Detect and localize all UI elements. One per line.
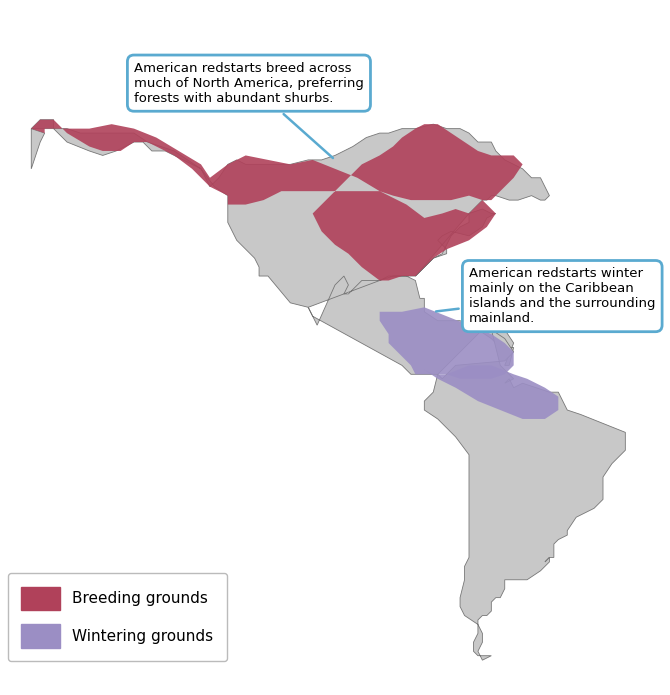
- Polygon shape: [31, 120, 523, 281]
- Legend: Breeding grounds, Wintering grounds: Breeding grounds, Wintering grounds: [7, 573, 226, 662]
- Polygon shape: [415, 366, 558, 419]
- Text: American redstarts winter
mainly on the Caribbean
islands and the surrounding
ma: American redstarts winter mainly on the …: [436, 267, 655, 325]
- Text: American redstarts breed across
much of North America, preferring
forests with a: American redstarts breed across much of …: [134, 62, 364, 158]
- Polygon shape: [380, 307, 514, 379]
- Polygon shape: [424, 329, 625, 660]
- Polygon shape: [31, 120, 549, 375]
